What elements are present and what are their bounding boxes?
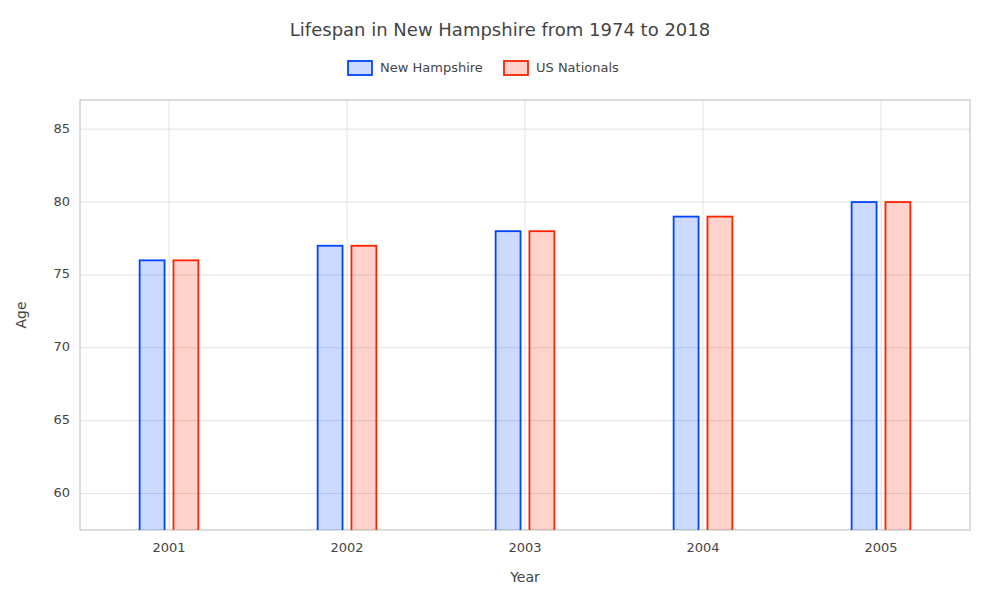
x-grid-line bbox=[169, 100, 170, 530]
x-tick-label: 2005 bbox=[864, 540, 897, 555]
x-tick-label: 2002 bbox=[330, 540, 363, 555]
axes: 60 65 70 75 80 85 2001 2002 2003 2004 2005 bbox=[53, 100, 970, 555]
chart-container: 60 65 70 75 80 85 2001 2002 2003 2004 2005 Lifespan… bbox=[0, 0, 1000, 600]
bar bbox=[351, 246, 376, 530]
bar bbox=[674, 217, 699, 530]
grid bbox=[80, 100, 970, 530]
legend-label: US Nationals bbox=[536, 60, 619, 75]
bar bbox=[496, 231, 521, 530]
y-tick-label: 80 bbox=[53, 194, 70, 209]
y-tick-label: 70 bbox=[53, 339, 70, 354]
plot-frame bbox=[80, 100, 970, 530]
y-tick-label: 75 bbox=[53, 266, 70, 281]
x-tick-label: 2004 bbox=[686, 540, 719, 555]
y-tick-label: 85 bbox=[53, 121, 70, 136]
x-grid-line bbox=[703, 100, 704, 530]
y-axis-label: Age bbox=[13, 301, 29, 328]
x-grid-line bbox=[347, 100, 348, 530]
legend-label: New Hampshire bbox=[380, 60, 483, 75]
x-grid-line bbox=[525, 100, 526, 530]
bar bbox=[885, 202, 910, 530]
legend-swatch bbox=[348, 61, 372, 75]
legend-swatch bbox=[504, 61, 528, 75]
bar bbox=[707, 217, 732, 530]
y-tick-label: 65 bbox=[53, 412, 70, 427]
bars bbox=[140, 202, 911, 530]
y-tick-label: 60 bbox=[53, 485, 70, 500]
x-tick-label: 2003 bbox=[508, 540, 541, 555]
chart-svg: 60 65 70 75 80 85 2001 2002 2003 2004 2005 Lifespan… bbox=[0, 0, 1000, 600]
bar bbox=[318, 246, 343, 530]
x-axis-label: Year bbox=[509, 569, 540, 585]
bar bbox=[173, 260, 198, 530]
legend: New Hampshire US Nationals bbox=[348, 60, 619, 76]
chart-title: Lifespan in New Hampshire from 1974 to 2… bbox=[290, 19, 710, 40]
bar bbox=[852, 202, 877, 530]
x-tick-label: 2001 bbox=[152, 540, 185, 555]
bar bbox=[140, 260, 165, 530]
bar bbox=[529, 231, 554, 530]
x-grid-line bbox=[881, 100, 882, 530]
